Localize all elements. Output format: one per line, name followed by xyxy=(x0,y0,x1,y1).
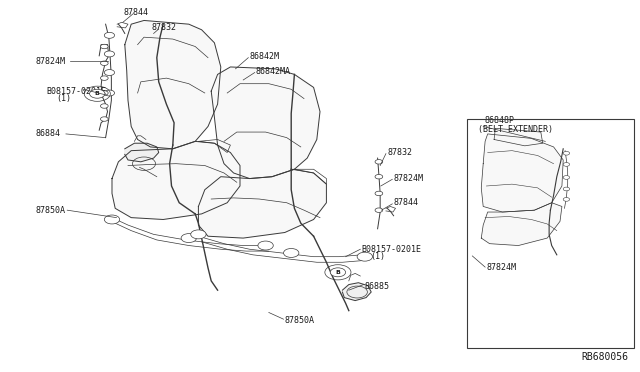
Circle shape xyxy=(563,163,570,166)
Polygon shape xyxy=(125,20,221,149)
Text: 86848P: 86848P xyxy=(484,116,515,125)
Circle shape xyxy=(104,51,115,57)
Text: 86842MA: 86842MA xyxy=(256,67,291,76)
Text: 87832: 87832 xyxy=(387,148,412,157)
Circle shape xyxy=(563,176,570,179)
Text: RB680056: RB680056 xyxy=(582,352,628,362)
Text: 87824M: 87824M xyxy=(486,263,516,272)
Text: B: B xyxy=(95,91,100,96)
Text: 87850A: 87850A xyxy=(285,316,315,325)
Circle shape xyxy=(90,89,105,98)
Circle shape xyxy=(563,151,570,155)
Circle shape xyxy=(258,241,273,250)
Text: 87844: 87844 xyxy=(124,8,148,17)
Circle shape xyxy=(191,230,206,239)
Polygon shape xyxy=(112,141,240,219)
Bar xyxy=(467,119,634,348)
Circle shape xyxy=(181,234,196,243)
Circle shape xyxy=(284,248,299,257)
Circle shape xyxy=(104,215,120,224)
Circle shape xyxy=(104,32,115,38)
Text: 86842M: 86842M xyxy=(250,52,280,61)
Polygon shape xyxy=(211,67,320,179)
Circle shape xyxy=(375,160,383,164)
Circle shape xyxy=(100,104,108,108)
Text: 87824M: 87824M xyxy=(394,174,424,183)
Text: 87824M: 87824M xyxy=(35,57,65,66)
Polygon shape xyxy=(198,169,326,238)
Circle shape xyxy=(104,90,115,96)
Text: (1): (1) xyxy=(56,94,71,103)
Circle shape xyxy=(375,208,383,212)
Text: (1): (1) xyxy=(370,252,385,261)
Text: B08157-0201E: B08157-0201E xyxy=(47,87,107,96)
Polygon shape xyxy=(125,143,159,162)
Circle shape xyxy=(563,198,570,201)
Text: 87844: 87844 xyxy=(394,198,419,207)
Circle shape xyxy=(100,61,108,65)
Circle shape xyxy=(104,70,115,76)
Polygon shape xyxy=(481,134,563,212)
Circle shape xyxy=(375,174,383,179)
Text: 87850A: 87850A xyxy=(35,206,65,215)
Text: B: B xyxy=(335,270,340,275)
Circle shape xyxy=(330,268,346,277)
Circle shape xyxy=(100,76,108,80)
Polygon shape xyxy=(494,128,543,146)
Text: (BELT EXTENDER): (BELT EXTENDER) xyxy=(478,125,553,134)
Text: 86885: 86885 xyxy=(365,282,390,291)
Circle shape xyxy=(375,191,383,196)
Polygon shape xyxy=(342,283,371,301)
Polygon shape xyxy=(481,203,562,246)
Circle shape xyxy=(100,117,108,121)
Circle shape xyxy=(563,187,570,191)
Circle shape xyxy=(100,44,108,49)
Circle shape xyxy=(100,91,108,95)
Text: 87832: 87832 xyxy=(152,23,177,32)
Circle shape xyxy=(357,252,372,261)
Text: B08157-0201E: B08157-0201E xyxy=(362,245,422,254)
Text: 86884: 86884 xyxy=(35,129,60,138)
